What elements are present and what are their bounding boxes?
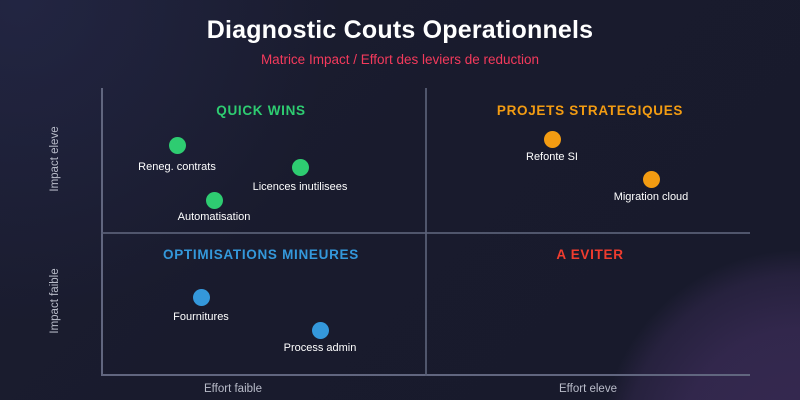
data-point-marker[interactable] <box>642 170 660 188</box>
y-axis-label-high: Impact eleve <box>49 126 61 192</box>
data-point-label: Automatisation <box>177 211 251 223</box>
data-point-marker[interactable] <box>543 130 561 148</box>
data-point-label: Migration cloud <box>613 191 689 203</box>
data-point-marker[interactable] <box>291 158 309 176</box>
data-point-marker[interactable] <box>205 191 223 209</box>
data-point-label: Reneg. contrats <box>138 161 216 173</box>
page-subtitle: Matrice Impact / Effort des leviers de r… <box>260 52 540 67</box>
quadrant-title-projets-strategiques: PROJETS STRATEGIQUES <box>496 103 684 118</box>
quadrant-divider-vertical <box>425 88 427 376</box>
data-point-label: Licences inutilisees <box>252 181 348 193</box>
data-point-marker[interactable] <box>168 136 186 154</box>
data-point-marker[interactable] <box>192 288 210 306</box>
y-axis-label-low: Impact faible <box>49 268 61 334</box>
data-point-label: Refonte SI <box>526 151 578 163</box>
x-axis-label-low: Effort faible <box>204 383 262 395</box>
quadrant-title-optimisations-mineures: OPTIMISATIONS MINEURES <box>163 247 359 262</box>
data-point-label: Fournitures <box>173 311 229 323</box>
data-point-marker[interactable] <box>311 321 329 339</box>
data-point-label: Process admin <box>283 342 357 354</box>
x-axis-label-high: Effort eleve <box>559 383 617 395</box>
page-title: Diagnostic Couts Operationnels <box>206 16 594 44</box>
quadrant-title-quick-wins: QUICK WINS <box>216 103 306 118</box>
quadrant-title-a-eviter: A EVITER <box>556 247 624 262</box>
